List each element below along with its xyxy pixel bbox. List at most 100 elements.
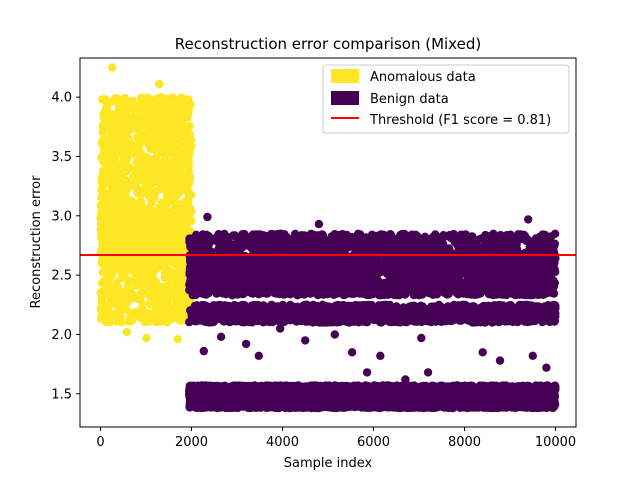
data-point [127,196,136,205]
data-point [167,289,176,298]
data-point [157,288,167,297]
data-point [108,298,117,307]
data-point [113,261,122,270]
data-point [107,176,117,186]
data-point [108,63,117,72]
data-point [96,288,105,297]
chart-title: Reconstruction error comparison (Mixed) [175,35,481,53]
data-point [176,162,186,171]
data-point [139,159,148,169]
data-point [122,327,132,337]
data-point [156,298,166,307]
data-point [104,193,113,202]
data-point [98,95,107,104]
data-point [158,108,167,117]
data-point [97,185,106,195]
data-point [152,153,161,162]
data-point [183,137,192,146]
data-point [131,307,140,317]
data-point [184,186,193,195]
data-point [131,164,141,174]
data-point [157,99,166,108]
data-point [154,308,164,317]
data-point [147,144,156,154]
data-point [114,175,124,184]
data-point [146,246,155,255]
data-point [182,172,191,181]
data-point [153,135,163,144]
data-point [103,272,112,281]
series-1-points [185,212,560,413]
data-point [99,135,108,144]
data-point [135,292,145,301]
data-point [167,224,176,233]
data-point [176,113,185,123]
data-point [153,166,162,176]
data-point [100,214,110,223]
data-point [129,171,138,181]
data-point [120,272,129,281]
data-point [129,149,138,158]
data-point [119,100,128,109]
data-point [142,280,151,289]
data-point [172,243,182,252]
data-point [145,288,154,297]
data-point [98,176,108,186]
data-point [173,190,183,199]
data-point [173,335,182,344]
data-point [108,311,118,320]
data-point [128,226,137,235]
data-point [184,196,193,206]
data-point [103,289,112,298]
data-point [118,305,128,314]
data-point [142,333,151,343]
data-point [185,148,194,158]
data-point [171,277,180,286]
data-point [146,227,155,237]
data-point [138,302,147,311]
data-point [183,106,192,116]
data-point [167,159,177,168]
data-point [171,269,181,279]
data-point [106,109,115,119]
data-points [96,63,560,413]
data-point [132,185,142,194]
data-point [182,123,191,133]
data-point [103,227,112,236]
data-point [159,214,169,224]
data-point [130,217,139,226]
data-point [146,116,156,125]
data-point [132,141,141,150]
data-point [161,124,170,133]
data-point [176,316,185,326]
data-point [174,131,184,141]
data-point [124,178,133,188]
data-point [144,128,153,137]
data-point [99,157,108,166]
data-point [176,101,185,111]
data-point [135,102,144,112]
data-point [167,140,176,149]
data-point [106,235,115,244]
data-point [155,178,164,187]
data-point [113,188,122,198]
data-point [185,209,194,218]
data-point [122,212,132,221]
series-0-points [96,63,196,344]
data-point [173,146,182,155]
data-point [142,238,151,248]
data-point [99,148,109,157]
data-point [135,121,144,130]
data-point [117,148,126,158]
data-point [164,197,174,206]
data-point [100,259,109,268]
data-point [116,160,125,169]
data-point [142,153,151,162]
data-point [119,120,128,129]
data-point [127,242,136,251]
data-point [180,226,189,235]
data-point [157,93,166,102]
data-point [145,186,154,195]
data-point [150,258,160,268]
